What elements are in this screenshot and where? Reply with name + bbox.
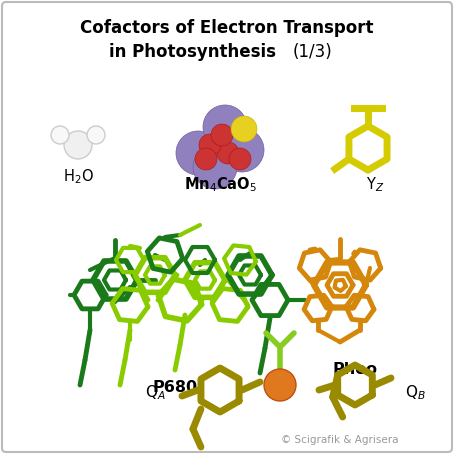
Circle shape xyxy=(176,131,220,175)
Text: Q$_B$: Q$_B$ xyxy=(405,384,425,402)
Circle shape xyxy=(87,126,105,144)
Circle shape xyxy=(203,105,247,149)
Text: H$_2$O: H$_2$O xyxy=(63,168,94,186)
Circle shape xyxy=(211,124,233,146)
Circle shape xyxy=(193,145,237,189)
Text: Q$_A$: Q$_A$ xyxy=(145,384,165,402)
Circle shape xyxy=(264,369,296,401)
Text: (1/3): (1/3) xyxy=(293,43,333,61)
Text: © Scigrafik & Agrisera: © Scigrafik & Agrisera xyxy=(281,435,399,445)
Circle shape xyxy=(51,126,69,144)
Circle shape xyxy=(217,142,239,164)
Circle shape xyxy=(231,116,257,142)
Text: in Photosynthesis: in Photosynthesis xyxy=(109,43,281,61)
Text: Mn$_4$CaO$_5$: Mn$_4$CaO$_5$ xyxy=(183,176,257,194)
Text: Y$_Z$: Y$_Z$ xyxy=(366,176,384,194)
Text: Pheo: Pheo xyxy=(332,362,378,377)
Circle shape xyxy=(199,134,221,156)
Text: P680: P680 xyxy=(153,380,197,395)
Circle shape xyxy=(64,131,92,159)
Circle shape xyxy=(195,148,217,170)
Text: Cofactors of Electron Transport: Cofactors of Electron Transport xyxy=(80,19,374,37)
Circle shape xyxy=(229,148,251,170)
Circle shape xyxy=(220,128,264,172)
